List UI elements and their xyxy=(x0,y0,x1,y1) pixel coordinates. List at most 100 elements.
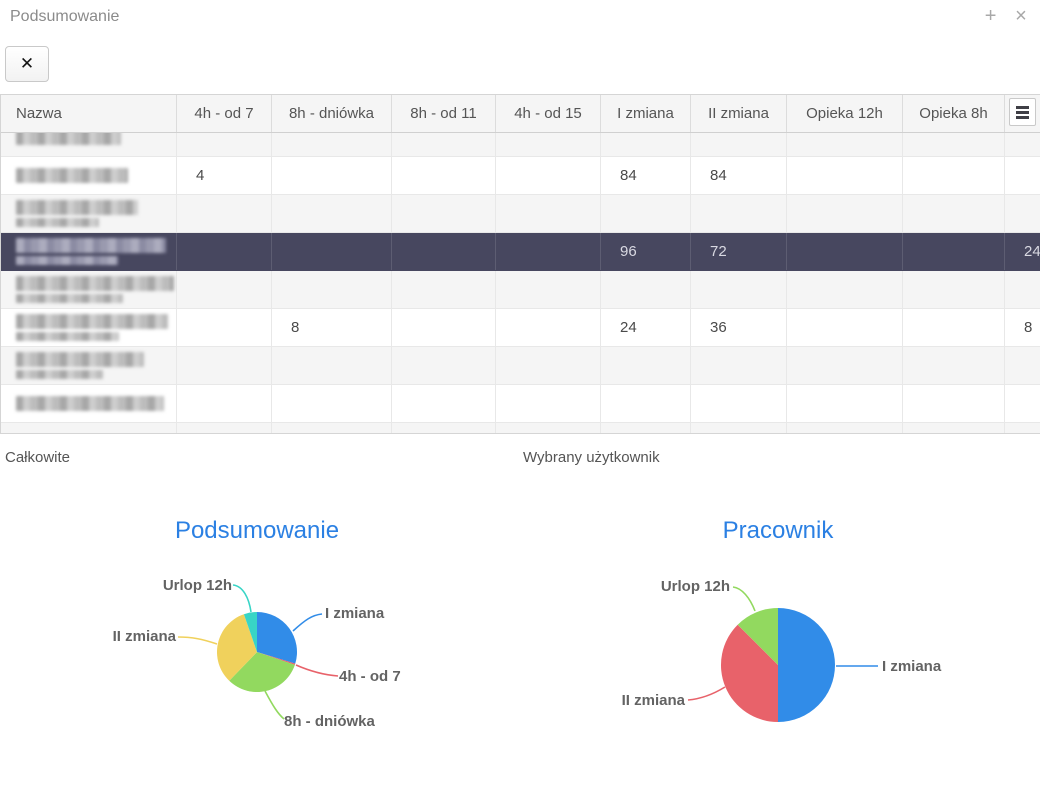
cell[interactable] xyxy=(177,271,272,308)
cell[interactable] xyxy=(903,385,1005,422)
cell[interactable]: 84 xyxy=(601,157,691,194)
cell[interactable] xyxy=(1005,133,1040,156)
cell[interactable]: 4 xyxy=(177,157,272,194)
table-row[interactable]: 8 24 36 8 xyxy=(1,309,1040,347)
column-header-Opieka 8h[interactable]: Opieka 8h xyxy=(903,95,1005,132)
cell[interactable] xyxy=(787,385,903,422)
cell[interactable] xyxy=(691,271,787,308)
pie-slice-II zmiana[interactable] xyxy=(216,614,257,681)
window-close-icon[interactable]: × xyxy=(1015,5,1027,27)
cell[interactable] xyxy=(903,309,1005,346)
name-cell-redacted[interactable] xyxy=(1,423,177,433)
cell[interactable] xyxy=(496,157,601,194)
name-cell-redacted[interactable] xyxy=(1,271,177,308)
cell[interactable] xyxy=(787,423,903,433)
column-header-4h - od 7[interactable]: 4h - od 7 xyxy=(177,95,272,132)
cell[interactable] xyxy=(272,385,392,422)
cell[interactable]: 72 xyxy=(691,233,787,270)
cell[interactable] xyxy=(272,133,392,156)
column-header-II zmiana[interactable]: II zmiana xyxy=(691,95,787,132)
cell[interactable]: 36 xyxy=(691,309,787,346)
column-header-4h - od 15[interactable]: 4h - od 15 xyxy=(496,95,601,132)
cell[interactable] xyxy=(177,385,272,422)
cell[interactable] xyxy=(787,309,903,346)
table-row[interactable] xyxy=(1,347,1040,385)
cell[interactable] xyxy=(177,133,272,156)
cell[interactable] xyxy=(272,347,392,384)
cell[interactable] xyxy=(177,347,272,384)
cell[interactable] xyxy=(496,271,601,308)
cell[interactable] xyxy=(787,347,903,384)
cell[interactable] xyxy=(787,271,903,308)
cell[interactable] xyxy=(392,271,496,308)
cell[interactable] xyxy=(903,347,1005,384)
pie-slice-I zmiana[interactable] xyxy=(257,612,298,664)
cell[interactable] xyxy=(787,233,903,270)
cell[interactable] xyxy=(272,233,392,270)
pie-slice-Urlop 12h[interactable] xyxy=(243,612,257,652)
cell[interactable] xyxy=(1005,347,1040,384)
cell[interactable] xyxy=(903,271,1005,308)
cell[interactable] xyxy=(903,233,1005,270)
cell[interactable] xyxy=(601,347,691,384)
cell[interactable]: 24 xyxy=(601,309,691,346)
cell[interactable] xyxy=(177,309,272,346)
cell[interactable] xyxy=(272,195,392,232)
cell[interactable]: 84 xyxy=(691,157,787,194)
pie-slice-4h - od 7[interactable] xyxy=(257,652,296,665)
cell[interactable] xyxy=(1005,423,1040,433)
name-cell-redacted[interactable] xyxy=(1,385,177,422)
cell[interactable] xyxy=(496,309,601,346)
pie-slice-II zmiana[interactable] xyxy=(720,624,778,722)
cell[interactable] xyxy=(601,423,691,433)
column-header-Nazwa[interactable]: Nazwa xyxy=(1,95,177,132)
name-cell-redacted[interactable] xyxy=(1,309,177,346)
name-cell-redacted[interactable] xyxy=(1,195,177,232)
cell[interactable] xyxy=(392,347,496,384)
cell[interactable] xyxy=(787,157,903,194)
cell[interactable] xyxy=(177,233,272,270)
column-header-8h - od 11[interactable]: 8h - od 11 xyxy=(392,95,496,132)
pie-slice-8h - dniówka[interactable] xyxy=(229,652,295,692)
table-row[interactable] xyxy=(1,195,1040,233)
cell[interactable] xyxy=(496,233,601,270)
cell[interactable] xyxy=(691,133,787,156)
pie-slice-I zmiana[interactable] xyxy=(778,608,835,722)
cell[interactable]: 96 xyxy=(601,233,691,270)
name-cell-redacted[interactable] xyxy=(1,157,177,194)
window-add-icon[interactable]: + xyxy=(984,5,997,27)
cell[interactable] xyxy=(903,133,1005,156)
table-row[interactable] xyxy=(1,423,1040,433)
cell[interactable]: 8 xyxy=(1005,309,1040,346)
cell[interactable] xyxy=(392,423,496,433)
cell[interactable] xyxy=(903,157,1005,194)
cell[interactable] xyxy=(1005,271,1040,308)
cell[interactable] xyxy=(903,423,1005,433)
table-row[interactable]: 4 84 84 xyxy=(1,157,1040,195)
cell[interactable] xyxy=(496,423,601,433)
column-header-8h - dniówka[interactable]: 8h - dniówka xyxy=(272,95,392,132)
cell[interactable] xyxy=(392,385,496,422)
column-header-I zmiana[interactable]: I zmiana xyxy=(601,95,691,132)
cell[interactable] xyxy=(1005,385,1040,422)
cell[interactable] xyxy=(601,195,691,232)
cell[interactable] xyxy=(272,157,392,194)
column-chooser-button[interactable] xyxy=(1009,98,1036,126)
cell[interactable] xyxy=(787,133,903,156)
cell[interactable] xyxy=(691,385,787,422)
cell[interactable] xyxy=(392,195,496,232)
cell[interactable] xyxy=(1005,157,1040,194)
cell[interactable] xyxy=(392,233,496,270)
cell[interactable]: 24 xyxy=(1005,233,1040,270)
cell[interactable] xyxy=(392,157,496,194)
name-cell-redacted[interactable] xyxy=(1,233,177,270)
cell[interactable] xyxy=(601,385,691,422)
cell[interactable] xyxy=(691,423,787,433)
cell[interactable] xyxy=(496,133,601,156)
cell[interactable] xyxy=(272,423,392,433)
cell[interactable] xyxy=(496,195,601,232)
cell[interactable]: 8 xyxy=(272,309,392,346)
table-row[interactable] xyxy=(1,385,1040,423)
table-row[interactable] xyxy=(1,133,1040,157)
cell[interactable] xyxy=(177,423,272,433)
